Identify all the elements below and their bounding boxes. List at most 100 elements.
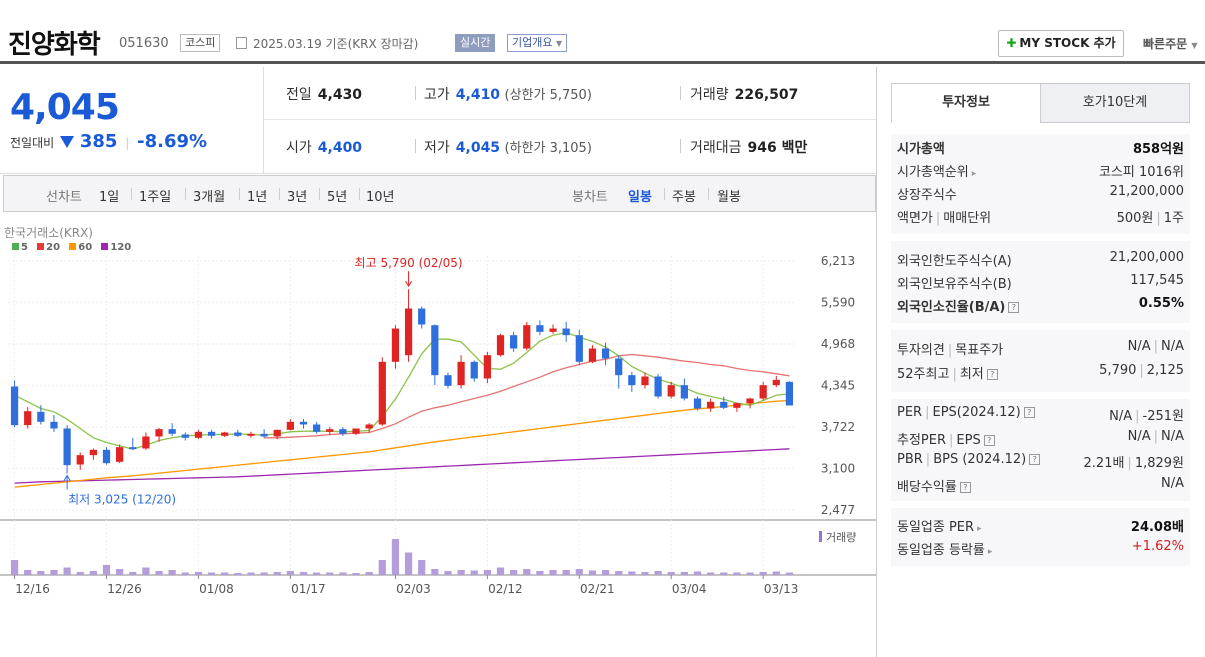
tab-1year[interactable]: 1년	[247, 190, 268, 205]
opinion-value: N/A	[1127, 339, 1151, 354]
market-tag: 코스피	[180, 34, 221, 52]
tab-monthly[interactable]: 월봉	[717, 190, 741, 205]
volume-bar	[759, 572, 767, 575]
volume-bar	[615, 571, 623, 575]
volume-bar	[10, 560, 19, 575]
pbr-label: PBR	[897, 452, 923, 467]
legend-ma120: 120	[101, 242, 131, 253]
candle-body	[549, 328, 557, 332]
divider	[239, 188, 240, 200]
help-icon[interactable]: ?	[986, 369, 998, 380]
help-icon[interactable]: ?	[983, 435, 995, 446]
legend-swatch	[37, 243, 45, 250]
volume-bar	[431, 569, 439, 575]
tab-daily[interactable]: 일봉	[628, 190, 652, 205]
target-label: 목표주가	[955, 343, 1004, 358]
tab-3month[interactable]: 3개월	[193, 190, 226, 205]
tab-3year[interactable]: 3년	[287, 190, 308, 205]
divider	[664, 188, 665, 200]
upper-limit: (상한가 5,750)	[504, 88, 592, 103]
week52-high-value: 5,790	[1099, 363, 1137, 378]
candle-body	[116, 447, 124, 462]
calendar-icon	[236, 37, 247, 49]
trade-amount: 거래대금 946 백만	[690, 137, 807, 157]
volume-bar	[116, 569, 124, 575]
high-label: 고가	[424, 87, 450, 103]
target-value: N/A	[1161, 339, 1184, 354]
trade-unit-value: 1주	[1163, 211, 1184, 226]
volume-bar	[720, 572, 728, 575]
est-per-row: 추정PER | EPS? N/A | N/A	[897, 429, 1184, 448]
quick-order-button[interactable]: 빠른주문 ▼	[1143, 35, 1198, 52]
candle-body	[181, 434, 189, 438]
candle-body	[207, 431, 216, 436]
x-tick-label: 03/04	[672, 582, 707, 596]
change-percent: -8.69%	[137, 131, 208, 152]
volume-bar	[63, 567, 71, 575]
industry-rate-row: 동일업종 등락률 ▸ +1.62%	[897, 539, 1184, 561]
candle-body	[10, 386, 19, 426]
volume-bar	[102, 565, 111, 575]
tab-order-book[interactable]: 호가10단계	[1040, 83, 1190, 123]
company-info-dropdown[interactable]: 기업개요 ▼	[507, 34, 568, 52]
volume-bar	[418, 560, 426, 575]
market-cap-rank-label[interactable]: 시가총액순위	[897, 165, 969, 180]
tab-5year[interactable]: 5년	[327, 190, 348, 205]
chevron-right-icon: ▸	[977, 524, 982, 534]
industry-rate-label[interactable]: 동일업종 등락률	[897, 543, 985, 558]
volume-bar	[707, 572, 715, 575]
candle-body	[746, 398, 754, 404]
est-eps-label: EPS	[956, 433, 981, 448]
volume-bar	[207, 572, 216, 575]
tab-investment-info[interactable]: 투자정보	[891, 83, 1041, 123]
prev-close-label: 전일	[286, 87, 312, 103]
y-tick-label: 4,968	[821, 337, 855, 351]
help-icon[interactable]: ?	[959, 482, 971, 493]
market-cap-label: 시가총액	[897, 142, 945, 157]
chevron-down-icon: ▼	[555, 39, 563, 48]
eps-value: -251원	[1142, 409, 1184, 424]
industry-per-value: 24.08배	[1130, 520, 1184, 535]
face-value-value: 500원	[1116, 211, 1154, 226]
help-icon[interactable]: ?	[1029, 454, 1041, 465]
candle-body	[102, 449, 111, 464]
divider	[680, 139, 681, 153]
candle-body	[759, 385, 767, 399]
add-mystock-button[interactable]: ✚ MY STOCK 추가	[998, 30, 1124, 57]
volume-bar	[221, 572, 229, 575]
volume-bar	[444, 571, 452, 575]
candle-body	[785, 381, 794, 406]
candle-body	[50, 421, 58, 429]
tab-1day[interactable]: 1일	[99, 190, 120, 205]
candle-body	[168, 429, 176, 434]
volume-bar	[234, 573, 242, 575]
tab-1week[interactable]: 1주일	[139, 190, 172, 205]
candle-body	[89, 449, 97, 456]
candle-chart-label[interactable]: 봉차트	[572, 190, 608, 205]
divider	[131, 188, 132, 200]
est-eps-value: N/A	[1161, 429, 1184, 444]
line-chart-label[interactable]: 선차트	[46, 190, 82, 205]
divider	[708, 188, 709, 200]
volume-bar	[168, 570, 176, 575]
tab-weekly[interactable]: 주봉	[672, 190, 696, 205]
help-icon[interactable]: ?	[1023, 407, 1035, 418]
y-tick-label: 3,100	[821, 461, 855, 475]
candle-body	[313, 424, 321, 432]
volume-bar	[470, 570, 478, 575]
help-icon[interactable]: ?	[1008, 302, 1020, 313]
volume: 거래량 226,507	[690, 84, 798, 104]
volume-bar	[50, 570, 58, 575]
candle-body	[431, 325, 439, 376]
industry-per-label[interactable]: 동일업종 PER	[897, 520, 975, 535]
foreign-hold-label: 외국인보유주식수(B)	[897, 277, 1012, 292]
tab-10year[interactable]: 10년	[366, 190, 395, 205]
dividend-value: N/A	[1161, 476, 1184, 491]
chart-canvas[interactable]: 6,213 5,590 4,968 4,345 3,722 3,100 2,477 12/16…	[0, 220, 876, 657]
ma20-line	[264, 353, 790, 439]
candle-body	[234, 432, 242, 436]
y-tick-label: 5,590	[821, 296, 855, 310]
candle-body	[733, 403, 741, 408]
divider: |	[125, 136, 130, 150]
realtime-button[interactable]: 실시간	[455, 34, 496, 52]
